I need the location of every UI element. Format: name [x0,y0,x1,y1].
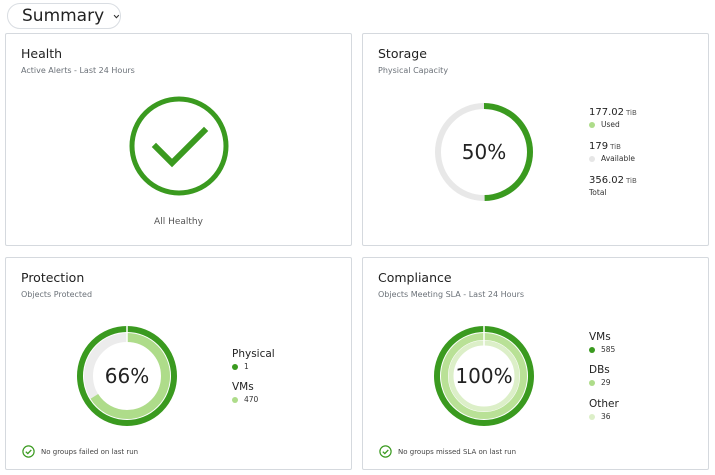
storage-available-label: Available [601,154,635,163]
physical-dot [232,363,238,370]
protection-title: Protection [21,270,85,285]
compliance-card[interactable]: Compliance Objects Meeting SLA - Last 24… [362,257,709,470]
compliance-title: Compliance [378,270,452,285]
compliance-footer: No groups missed SLA on last run [379,445,516,458]
protection-donut [77,325,177,426]
protection-legend-value: 470 [244,395,259,404]
storage-available-value: 179 [589,141,609,152]
summary-dropdown[interactable]: Summary [7,3,121,29]
protection-legend-value: 1 [244,362,249,371]
storage-title: Storage [378,46,427,61]
check-circle-icon [129,96,229,196]
protection-footer: No groups failed on last run [22,445,138,458]
compliance-legend-name: VMs [589,331,611,343]
storage-used-unit: TiB [626,109,637,117]
summary-title: Summary [22,6,105,26]
other-dot [589,413,595,420]
compliance-legend-name: Other [589,398,619,410]
storage-total-value: 356.02 [589,175,624,186]
storage-card[interactable]: Storage Physical Capacity 50% 177.02 TiB … [362,33,709,246]
vms-dot [589,346,595,353]
storage-donut [435,103,533,201]
storage-legend-available: 179 TiB Available [589,141,635,163]
dbs-dot [589,379,595,386]
compliance-percent: 100% [455,364,513,388]
storage-legend-total: 356.02 TiB Total [589,175,637,197]
protection-legend-vms: VMs 470 [232,381,258,404]
health-title: Health [21,46,63,61]
protection-percent: 66% [104,364,150,388]
compliance-legend-value: 36 [601,412,611,421]
compliance-legend-dbs: DBs 29 [589,364,611,387]
compliance-legend-other: Other 36 [589,398,619,421]
storage-available-unit: TiB [610,143,621,151]
compliance-legend-value: 585 [601,345,616,354]
check-circle-small-icon [379,445,392,458]
compliance-legend-value: 29 [601,378,611,387]
check-circle-small-icon [22,445,35,458]
compliance-legend-vms: VMs 585 [589,331,615,354]
storage-used-label: Used [601,120,620,129]
storage-subtitle: Physical Capacity [378,66,449,75]
protection-card[interactable]: Protection Objects Protected 66% Physica… [5,257,352,470]
health-subtitle: Active Alerts - Last 24 Hours [21,66,135,75]
storage-total-label: Total [589,188,607,197]
compliance-donut [434,325,534,426]
storage-legend-used: 177.02 TiB Used [589,107,637,129]
protection-legend-name: Physical [232,348,275,360]
protection-footer-text: No groups failed on last run [41,447,139,456]
protection-subtitle: Objects Protected [21,290,93,299]
storage-total-unit: TiB [626,177,637,185]
compliance-legend-name: DBs [589,364,610,376]
health-status: All Healthy [154,217,203,227]
compliance-footer-text: No groups missed SLA on last run [398,447,517,456]
health-card[interactable]: Health Active Alerts - Last 24 Hours All… [5,33,352,246]
storage-used-arc [435,103,533,201]
available-dot [589,155,595,162]
storage-percent: 50% [461,140,507,164]
compliance-subtitle: Objects Meeting SLA - Last 24 Hours [378,290,525,299]
protection-legend-name: VMs [232,381,254,393]
storage-used-value: 177.02 [589,107,624,118]
chevron-down-icon [113,14,120,19]
used-dot [589,121,595,128]
vms-dot [232,396,238,403]
protection-legend-physical: Physical 1 [232,348,275,371]
